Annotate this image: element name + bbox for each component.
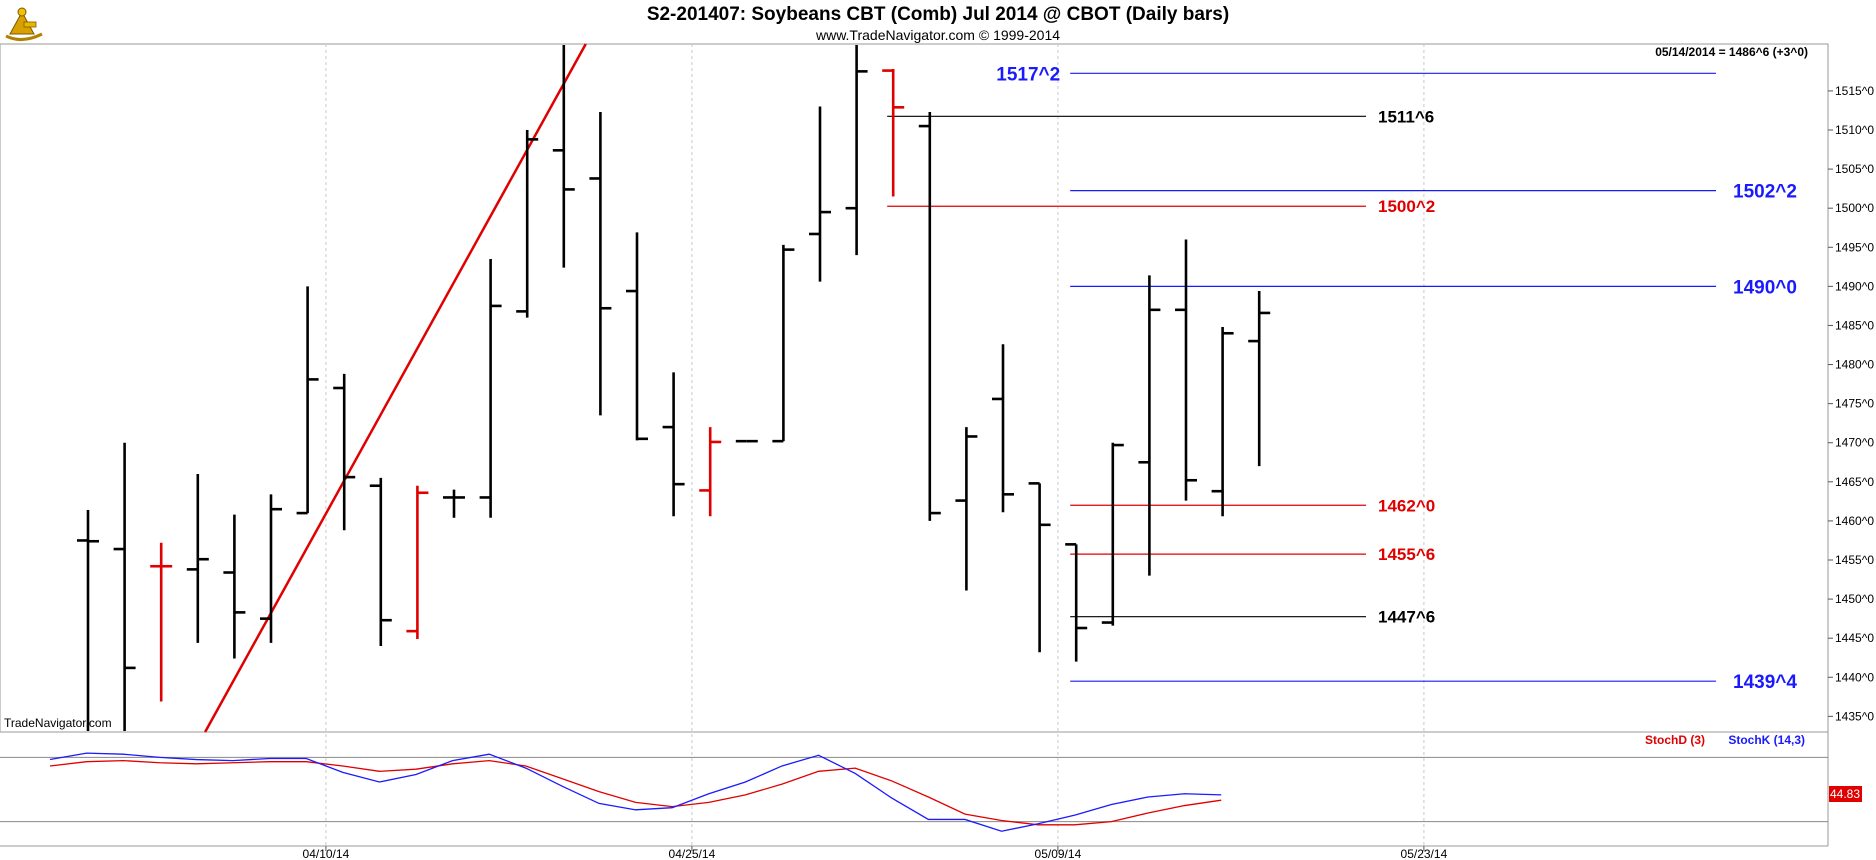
level-label: 1511^6 (1378, 107, 1434, 126)
trade-navigator-sextant-logo (5, 7, 43, 41)
time-tick-label: 05/23/14 (1401, 847, 1448, 860)
price-tick-label: 1495^0 (1835, 240, 1874, 254)
price-tick-label: 1490^0 (1835, 279, 1874, 293)
price-axis: 1435^0 1440^0 1445^0 1450^0 1455^0 1460^0 1465… (1828, 84, 1874, 723)
price-tick-label: 1485^0 (1835, 318, 1874, 332)
stoch-last-value-badge (1829, 786, 1862, 802)
time-tick-label: 05/09/14 (1035, 847, 1082, 860)
chart-title: S2-201407: Soybeans CBT (Comb) Jul 2014 … (647, 4, 1229, 25)
price-tick-label: 1450^0 (1835, 592, 1874, 606)
time-tick-label: 04/10/14 (303, 847, 350, 860)
level-label: 1462^0 (1378, 496, 1435, 515)
price-tick-label: 1465^0 (1835, 475, 1874, 489)
trendline-group (204, 43, 587, 733)
price-tick-label: 1510^0 (1835, 123, 1874, 137)
price-tick-label: 1475^0 (1835, 397, 1874, 411)
level-label: 1439^4 (1733, 672, 1797, 693)
trendline (204, 43, 587, 733)
time-tick-label: 04/25/14 (669, 847, 716, 860)
price-tick-label: 1455^0 (1835, 553, 1874, 567)
price-tick-label: 1505^0 (1835, 162, 1874, 176)
price-tick-label: 1480^0 (1835, 358, 1874, 372)
time-axis: 04/10/14 04/25/14 05/09/14 05/23/14 (303, 846, 1448, 860)
price-tick-label: 1515^0 (1835, 84, 1874, 98)
level-label: 1500^2 (1378, 197, 1435, 216)
price-tick-label: 1460^0 (1835, 514, 1874, 528)
level-label: 1517^2 (996, 64, 1060, 85)
price-levels: 1517^2 1511^6 1502^2 1500^2 1490^0 1462^0 1455… (887, 64, 1797, 693)
level-label: 1490^0 (1733, 277, 1797, 298)
level-label: 1455^6 (1378, 545, 1435, 564)
stochd-legend: StochD (3) (1645, 733, 1705, 747)
chart-header: S2-201407: Soybeans CBT (Comb) Jul 2014 … (5, 4, 1808, 59)
stoch-last-value: 44.83 (1830, 787, 1860, 801)
price-tick-label: 1445^0 (1835, 631, 1874, 645)
stochk-legend: StochK (14,3) (1728, 733, 1805, 747)
stochastic-panel: StochD (3) StochK (14,3) 44.83 (0, 733, 1862, 832)
grid (325, 44, 1425, 846)
stochk-line (49, 752, 1222, 832)
level-label: 1447^6 (1378, 608, 1435, 627)
price-tick-label: 1500^0 (1835, 201, 1874, 215)
ohlc-bars (77, 45, 1271, 731)
price-tick-label: 1440^0 (1835, 670, 1874, 684)
last-price-label: 05/14/2014 = 1486^6 (+3^0) (1655, 45, 1808, 59)
price-panel-frame (0, 43, 1829, 733)
watermark: TradeNavigator.com (4, 716, 112, 730)
stochd-line (49, 759, 1222, 826)
chart-copyright: www.TradeNavigator.com © 1999-2014 (815, 27, 1060, 43)
level-label: 1502^2 (1733, 182, 1797, 203)
price-tick-label: 1470^0 (1835, 436, 1874, 450)
price-tick-label: 1435^0 (1835, 709, 1874, 723)
